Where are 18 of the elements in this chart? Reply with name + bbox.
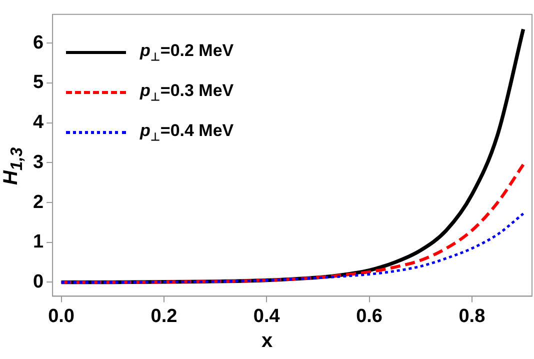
y-tick-label: 6 bbox=[32, 32, 44, 54]
y-tick-label: 5 bbox=[32, 72, 44, 94]
x-tick-label: 0.0 bbox=[48, 306, 75, 327]
x-tick-label: 0.8 bbox=[458, 306, 486, 327]
y-tick-label: 3 bbox=[32, 152, 44, 173]
legend-label: p$_{⊥}$=0.4 MeV bbox=[140, 120, 234, 144]
y-tick-label: 2 bbox=[32, 192, 44, 213]
y-tick-label: 1 bbox=[32, 232, 44, 253]
legend-label: p$_{⊥}$=0.2 MeV bbox=[140, 40, 234, 64]
x-tick-label: 0.4 bbox=[253, 306, 280, 327]
legend-label: p$_{⊥}$=0.3 MeV bbox=[140, 80, 234, 104]
line-series bbox=[60, 163, 525, 284]
x-axis-title: x bbox=[260, 330, 274, 353]
y-tick-label: 4 bbox=[32, 112, 44, 134]
line-series bbox=[60, 212, 525, 284]
x-tick-label: 0.6 bbox=[356, 306, 382, 327]
x-tick-label: 0.2 bbox=[150, 306, 178, 327]
y-tick-label: 0 bbox=[32, 271, 44, 292]
